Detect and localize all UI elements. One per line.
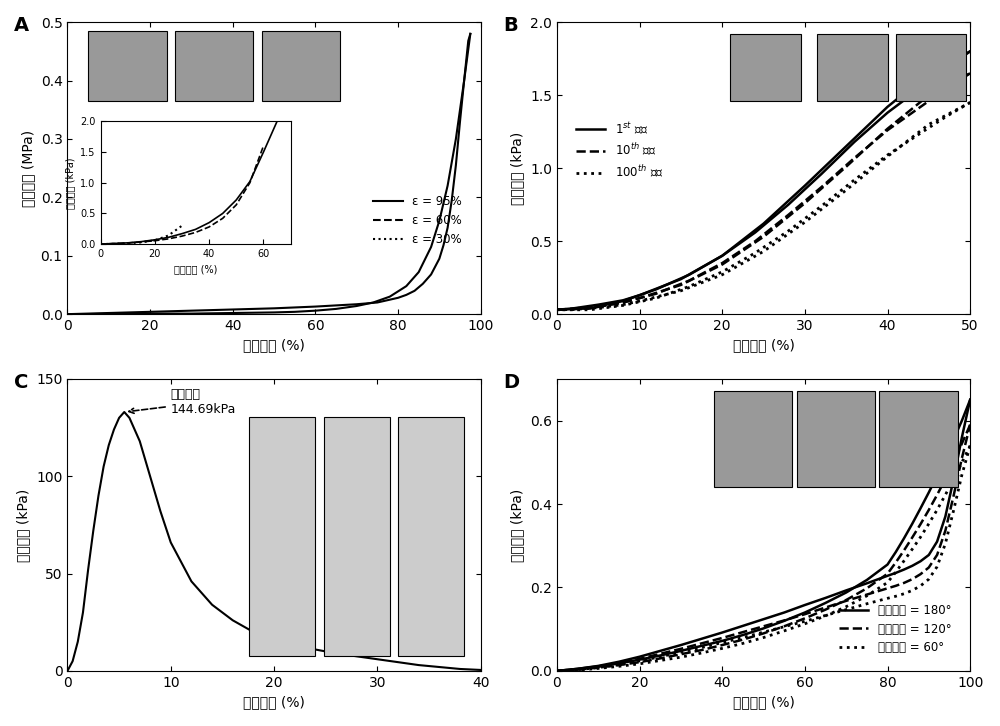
- Legend: 弯曲角度 = 180°, 弯曲角度 = 120°, 弯曲角度 = 60°: 弯曲角度 = 180°, 弯曲角度 = 120°, 弯曲角度 = 60°: [834, 599, 956, 659]
- Legend: ε = 95%, ε = 60%, ε = 30%: ε = 95%, ε = 60%, ε = 30%: [368, 191, 466, 251]
- Text: A: A: [14, 16, 29, 36]
- Bar: [262, 31, 340, 101]
- Bar: [714, 391, 792, 487]
- X-axis label: 弯曲应变 (%): 弯曲应变 (%): [733, 696, 794, 709]
- X-axis label: 压缩应变 (%): 压缩应变 (%): [243, 338, 305, 353]
- Bar: [896, 34, 966, 101]
- Bar: [797, 391, 875, 487]
- Bar: [324, 417, 390, 656]
- X-axis label: 压缩应变 (%): 压缩应变 (%): [733, 338, 794, 353]
- Legend: 1$^{st}$ 循环, 10$^{th}$ 循环, 100$^{th}$ 循环: 1$^{st}$ 循环, 10$^{th}$ 循环, 100$^{th}$ 循环: [571, 115, 669, 185]
- Y-axis label: 压缩应力 (kPa): 压缩应力 (kPa): [511, 131, 525, 205]
- Bar: [817, 34, 888, 101]
- Bar: [879, 391, 958, 487]
- Y-axis label: 弯曲应力 (kPa): 弯曲应力 (kPa): [511, 489, 525, 561]
- Y-axis label: 压缩应力 (MPa): 压缩应力 (MPa): [21, 130, 35, 207]
- Bar: [88, 31, 167, 101]
- Text: D: D: [503, 373, 519, 392]
- X-axis label: 拉伸应变 (%): 拉伸应变 (%): [243, 696, 305, 709]
- Text: B: B: [503, 16, 518, 36]
- Bar: [730, 34, 801, 101]
- Bar: [398, 417, 464, 656]
- Y-axis label: 拉伸应力 (kPa): 拉伸应力 (kPa): [17, 489, 31, 561]
- Bar: [249, 417, 315, 656]
- Text: 断裂应力
144.69kPa: 断裂应力 144.69kPa: [129, 388, 236, 416]
- Text: C: C: [14, 373, 28, 392]
- Bar: [175, 31, 253, 101]
